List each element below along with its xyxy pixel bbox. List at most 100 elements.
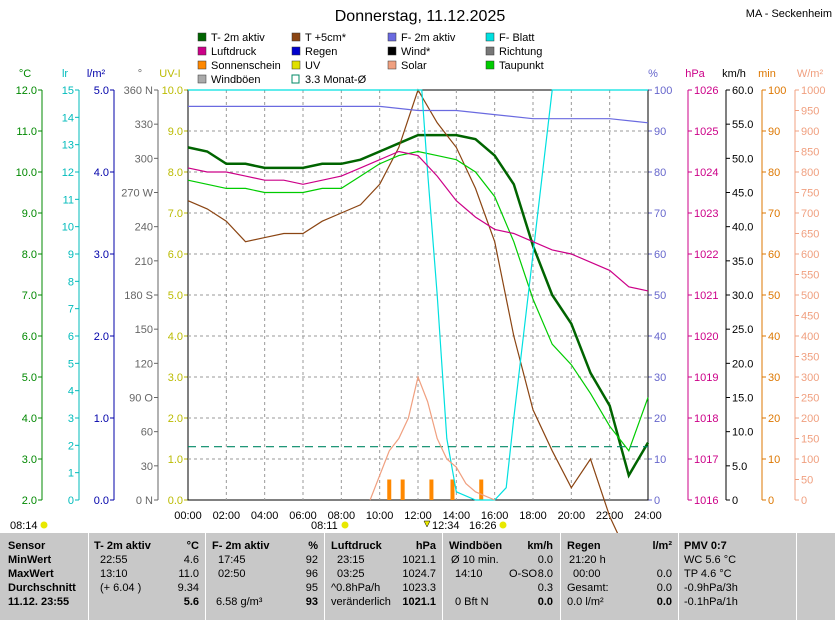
pressure-trend-3h: -0.9hPa/3h bbox=[684, 582, 738, 594]
axis-tick-label: 200 bbox=[801, 413, 819, 425]
axis-tick-label: 3.0 bbox=[94, 249, 109, 261]
wind-max: 8.0 bbox=[537, 568, 553, 580]
axis-tick-label: 1019 bbox=[694, 372, 718, 384]
axis-tick-label: 11.0 bbox=[16, 126, 37, 138]
axis-tick-label: 1016 bbox=[694, 495, 718, 507]
legend-label: 3.3 Monat-Ø bbox=[305, 74, 367, 86]
axis-tick-label: 3.0 bbox=[22, 454, 37, 466]
press-min: 1021.1 bbox=[402, 554, 436, 566]
axis-unit: lr bbox=[62, 68, 68, 80]
axis-tick-label: 1000 bbox=[801, 85, 825, 97]
axis-tick-label: 2 bbox=[68, 440, 74, 452]
legend-label: Richtung bbox=[499, 46, 542, 58]
legend-label: F- 2m aktiv bbox=[401, 32, 456, 44]
hum-current: 93 bbox=[305, 596, 318, 608]
sunshine-bar bbox=[387, 479, 392, 500]
x-tick-label: 00:00 bbox=[174, 510, 202, 522]
axis-tick-label: 12.0 bbox=[16, 85, 37, 97]
axis-unit: UV-I bbox=[159, 68, 180, 80]
temp-max-time: 13:10 bbox=[100, 568, 128, 580]
axis-tick-label: 0 bbox=[654, 495, 660, 507]
legend-swatch bbox=[197, 60, 207, 70]
axis-tick-label: 10.0 bbox=[162, 85, 183, 97]
axis-tick-label: 10.0 bbox=[16, 167, 37, 179]
legend-label: T- 2m aktiv bbox=[211, 32, 265, 44]
axis-tick-label: 9.0 bbox=[168, 126, 183, 138]
axis-tick-label: 7 bbox=[68, 304, 74, 316]
axis-tick-label: 8 bbox=[68, 276, 74, 288]
axis-tick-label: 4 bbox=[68, 386, 74, 398]
axis-tick-label: 3 bbox=[68, 413, 74, 425]
axis-tick-label: 180 S bbox=[124, 290, 153, 302]
axis-tick-label: 330 bbox=[135, 119, 153, 131]
rain-rate: 0.0 l/m² bbox=[567, 596, 604, 608]
stats-col-temp: T- 2m aktiv °C 22:55 4.6 13:10 11.0 (+ 6.04… bbox=[94, 539, 199, 609]
sunset-icon bbox=[499, 521, 507, 529]
rain-value: 0.0 bbox=[656, 568, 672, 580]
legend-label: Wind* bbox=[401, 46, 431, 58]
temp-current: 5.6 bbox=[183, 596, 199, 608]
hum-max-time: 02:50 bbox=[218, 568, 246, 580]
axis-unit: min bbox=[758, 68, 776, 80]
sunshine-bar bbox=[400, 479, 405, 500]
temp-header: T- 2m aktiv bbox=[94, 540, 151, 552]
sun-icon bbox=[341, 521, 349, 529]
press-current: 1021.1 bbox=[402, 596, 436, 608]
sun-markers: 08:14 08:11 12:34 16:26 bbox=[10, 520, 507, 532]
sunset-time: 16:26 bbox=[469, 520, 497, 532]
axis-tick-label: 9 bbox=[68, 249, 74, 261]
press-avg: 1023.3 bbox=[402, 582, 436, 594]
stats-panel: Sensor MinWert MaxWert Durchschnitt 11.1… bbox=[0, 533, 835, 620]
axis-tick-label: 1022 bbox=[694, 249, 718, 261]
axis-tick-label: 250 bbox=[801, 393, 819, 405]
series-line bbox=[187, 133, 650, 479]
axis-tick-label: 80 bbox=[654, 167, 666, 179]
axis-tick-label: 2.0 bbox=[94, 331, 109, 343]
axis-tick-label: 11 bbox=[63, 194, 74, 206]
axis-tick-label: 50 bbox=[801, 475, 813, 487]
wind-avg-label: Ø 10 min. bbox=[451, 554, 499, 566]
legend-label: Regen bbox=[305, 46, 337, 58]
legend-label: Taupunkt bbox=[499, 60, 544, 72]
legend-label: Solar bbox=[401, 60, 427, 72]
legend-swatch bbox=[387, 46, 397, 56]
legend-label: Sonnenschein bbox=[211, 60, 281, 72]
axis-tick-label: 4.0 bbox=[94, 167, 109, 179]
marker-time-1: 08:11 bbox=[311, 520, 338, 532]
x-tick-label: 02:00 bbox=[213, 510, 241, 522]
axis-tick-label: 600 bbox=[801, 249, 819, 261]
legend-swatch bbox=[197, 46, 207, 56]
legend-swatch bbox=[291, 32, 301, 42]
press-min-time: 23:15 bbox=[337, 554, 365, 566]
axis-tick-label: 150 bbox=[135, 324, 153, 336]
axis-unit: km/h bbox=[722, 68, 746, 80]
axis-tick-label: 14 bbox=[62, 112, 74, 124]
axis-tick-label: 2.0 bbox=[168, 413, 183, 425]
legend-label: Windböen bbox=[211, 74, 261, 86]
axis-tick-label: 350 bbox=[801, 352, 819, 364]
axis-tick-label: 850 bbox=[801, 147, 819, 159]
legend-swatch bbox=[485, 46, 495, 56]
axis-tick-label: 70 bbox=[768, 208, 780, 220]
axis-tick-label: 90 O bbox=[129, 393, 153, 405]
temp-unit: °C bbox=[186, 540, 199, 552]
axis-tick-label: 0 N bbox=[136, 495, 153, 507]
axis-tick-label: 6.0 bbox=[168, 249, 183, 261]
axis-tick-label: 35.0 bbox=[732, 256, 753, 268]
series-line bbox=[188, 89, 648, 501]
axis-tick-label: 60.0 bbox=[732, 85, 753, 97]
axis-tick-label: 40.0 bbox=[732, 222, 753, 234]
stats-col-wind: Windböen km/h Ø 10 min. 0.0 14:10 O-SO 8.0 0… bbox=[449, 539, 553, 609]
legend: T- 2m aktiv T +5cm* F- 2m aktiv F- Blatt Luf… bbox=[197, 32, 544, 86]
legend-label: F- Blatt bbox=[499, 32, 534, 44]
axis-tick-label: 240 bbox=[135, 222, 153, 234]
stats-col-pmv: PMV 0:7 WC 5.6 °C TP 4.6 °C -0.9hPa/3h -… bbox=[684, 539, 794, 609]
axis-tick-label: 5.0 bbox=[94, 85, 109, 97]
axis-unit: hPa bbox=[685, 68, 705, 80]
axis-tick-label: 40 bbox=[654, 331, 666, 343]
axis-tick-label: 100 bbox=[654, 85, 672, 97]
press-trend: ^0.8hPa/h bbox=[331, 582, 381, 594]
axis-tick-label: 10 bbox=[654, 454, 666, 466]
rain-total-label: Gesamt: bbox=[567, 582, 609, 594]
axis-tick-label: 450 bbox=[801, 311, 819, 323]
